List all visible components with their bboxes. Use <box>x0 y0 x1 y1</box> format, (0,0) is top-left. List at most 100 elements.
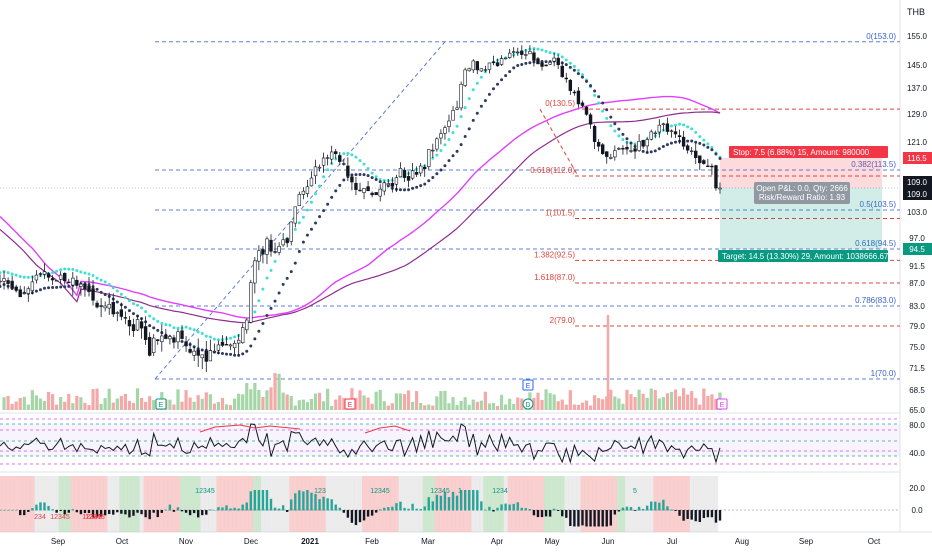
trend-dot-navy <box>265 313 269 317</box>
volume-bar <box>281 392 285 410</box>
td-count-label: 234 <box>34 514 46 521</box>
macd-histogram-bar <box>10 510 14 511</box>
macd-background-column <box>693 476 698 532</box>
volume-bar <box>552 394 556 410</box>
volume-bar <box>46 391 51 410</box>
td-count-label: 12345 <box>85 514 105 521</box>
macd-background-column <box>50 476 55 532</box>
trend-dot-navy <box>289 270 293 274</box>
macd-background-column <box>22 476 27 532</box>
candle-body <box>329 151 334 160</box>
rr-label: Risk/Reward Ratio: 1.93 <box>759 193 846 202</box>
trend-dot-navy <box>500 78 504 82</box>
candle-body <box>232 343 237 349</box>
macd-histogram-bar <box>561 510 564 517</box>
volume-bar <box>22 396 26 410</box>
volume-bar <box>495 405 500 410</box>
candle-body <box>14 286 18 291</box>
macd-histogram-bar <box>641 509 645 511</box>
trend-dot-cyan <box>334 157 338 161</box>
time-tick-label: Feb <box>365 537 379 546</box>
macd-background-column <box>78 476 84 532</box>
volume-bar <box>200 398 204 410</box>
volume-bar <box>398 393 403 410</box>
volume-bar <box>653 390 657 410</box>
macd-background-column <box>382 476 387 532</box>
macd-background-column <box>30 476 35 532</box>
price-tick-label: 68.5 <box>909 386 925 395</box>
macd-background-column <box>200 476 205 532</box>
macd-histogram-bar <box>625 506 629 511</box>
volume-bar <box>459 400 463 410</box>
trend-dot-navy <box>318 215 322 219</box>
trend-dot-navy <box>326 202 330 206</box>
volume-bar <box>107 388 111 410</box>
trend-dot-navy <box>694 140 698 144</box>
macd-background-column <box>353 476 359 532</box>
trend-dot-navy <box>576 72 580 76</box>
candle-body <box>192 350 196 356</box>
macd-histogram-bar <box>645 505 649 511</box>
candle-body <box>524 54 528 56</box>
candle-body <box>135 319 140 331</box>
volume-bar <box>516 397 520 410</box>
macd-histogram-bar <box>156 510 159 518</box>
trend-dot-cyan <box>318 184 322 188</box>
macd-histogram-bar <box>496 507 499 511</box>
trend-dot-navy <box>617 127 621 131</box>
volume-bar <box>144 401 148 410</box>
volume-bar <box>152 400 156 410</box>
time-tick-label: Nov <box>179 537 193 546</box>
position-tool[interactable]: Stop: 7.5 (6.88%) 15, Amount: 980000 Targ… <box>718 146 889 262</box>
trend-dot-cyan <box>576 68 580 72</box>
candle-body <box>447 120 451 127</box>
trend-dot-cyan <box>447 137 451 141</box>
candle-body <box>580 102 585 106</box>
macd-histogram-bar <box>650 501 653 511</box>
volume-bar <box>334 399 338 410</box>
volume-bar <box>293 405 297 410</box>
macd-histogram-bar <box>221 507 224 511</box>
macd-histogram-bar <box>686 510 689 519</box>
price-tick-label: 71.5 <box>909 364 925 373</box>
macd-background-column <box>240 476 245 532</box>
macd-background-column <box>633 476 638 532</box>
time-tick-label: Apr <box>491 537 504 546</box>
macd-background-column <box>204 476 209 532</box>
volume-bar <box>208 394 212 410</box>
trend-dot-cyan <box>580 73 584 77</box>
macd-histogram-bar <box>674 510 677 511</box>
macd-histogram-bar <box>358 510 362 523</box>
candle-body <box>536 58 540 65</box>
macd-histogram-bar <box>322 496 325 511</box>
candle-body <box>463 69 467 86</box>
event-marker-earnings <box>344 398 356 410</box>
trend-dot-cyan <box>123 295 127 299</box>
candle-body <box>512 51 516 53</box>
candle-body <box>67 281 71 284</box>
macd-histogram-bar <box>690 510 693 520</box>
macd-background-column <box>556 476 561 532</box>
trend-dot-cyan <box>115 289 119 293</box>
macd-background-column <box>151 476 156 532</box>
macd-histogram-bar <box>374 510 378 513</box>
candle-body <box>228 344 233 347</box>
volume-bar <box>269 387 273 410</box>
volume-bar <box>285 394 289 410</box>
macd-background-column <box>333 476 338 532</box>
trend-dot-cyan <box>131 302 135 306</box>
macd-histogram-bar <box>253 490 257 511</box>
trend-dot-cyan <box>107 282 111 286</box>
macd-histogram-bar <box>694 510 697 522</box>
volume-bar <box>220 397 225 410</box>
trend-dot-navy <box>225 352 229 356</box>
trend-dot-cyan <box>200 332 204 336</box>
volume-bar <box>475 401 479 410</box>
macd-background-column <box>147 476 152 532</box>
candle-body <box>115 312 120 314</box>
candle-body <box>685 145 690 151</box>
current-price-label: 109.0 <box>907 178 928 187</box>
macd-histogram-bar <box>140 510 143 515</box>
trend-dot-navy <box>629 141 633 145</box>
trend-dot-navy <box>115 300 119 304</box>
